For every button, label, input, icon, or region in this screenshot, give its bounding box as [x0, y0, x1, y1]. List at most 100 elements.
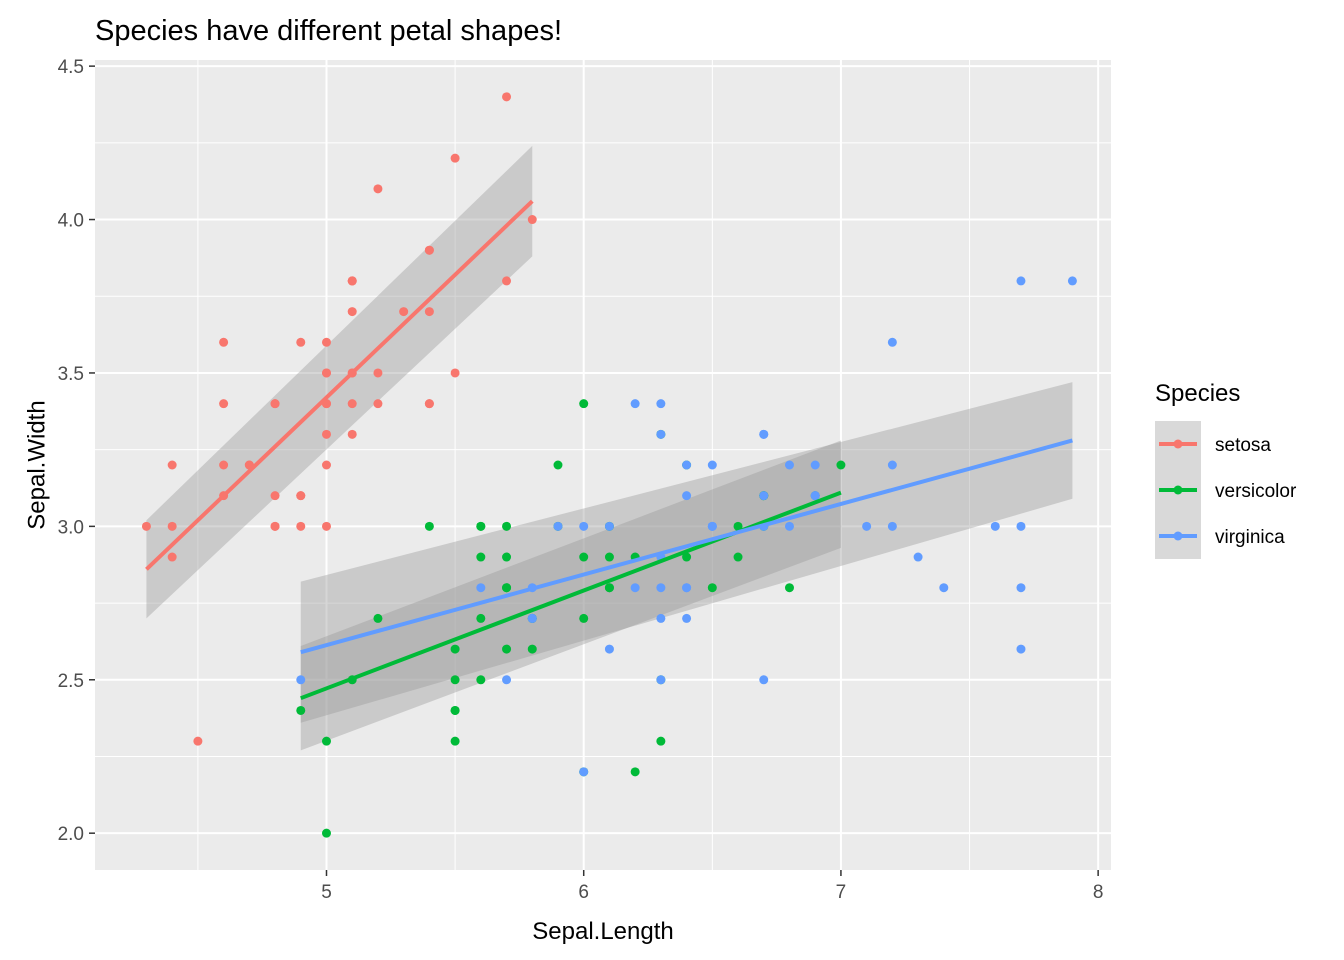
- point-setosa: [450, 153, 460, 163]
- point-virginica: [682, 583, 692, 593]
- x-tick-label: 7: [836, 882, 847, 903]
- point-versicolor: [733, 521, 743, 531]
- point-setosa: [321, 368, 331, 378]
- point-virginica: [1016, 644, 1026, 654]
- point-setosa: [219, 399, 229, 409]
- point-setosa: [347, 429, 357, 439]
- x-tick-label: 8: [1093, 882, 1104, 903]
- point-versicolor: [579, 613, 589, 623]
- plot-panel: [95, 60, 1111, 870]
- point-setosa: [296, 337, 306, 347]
- point-virginica: [656, 675, 666, 685]
- point-versicolor: [450, 705, 460, 715]
- point-versicolor: [527, 644, 537, 654]
- legend-label-virginica: virginica: [1215, 527, 1285, 548]
- point-virginica: [604, 644, 614, 654]
- point-virginica: [784, 460, 794, 470]
- point-setosa: [347, 276, 357, 286]
- point-versicolor: [733, 552, 743, 562]
- point-virginica: [502, 675, 512, 685]
- point-versicolor: [450, 675, 460, 685]
- point-virginica: [1016, 276, 1026, 286]
- point-virginica: [656, 399, 666, 409]
- y-tick-label: 2.5: [58, 671, 84, 692]
- legend-label-versicolor: versicolor: [1215, 481, 1297, 502]
- point-setosa: [167, 552, 177, 562]
- point-virginica: [810, 460, 820, 470]
- point-setosa: [502, 276, 512, 286]
- point-setosa: [167, 460, 177, 470]
- point-setosa: [347, 307, 357, 317]
- point-setosa: [219, 337, 229, 347]
- point-virginica: [553, 521, 563, 531]
- point-setosa: [219, 460, 229, 470]
- point-virginica: [1016, 583, 1026, 593]
- fit-line-virginica: [300, 438, 1073, 655]
- point-virginica: [296, 675, 306, 685]
- point-setosa: [373, 399, 383, 409]
- point-virginica: [707, 460, 717, 470]
- point-virginica: [862, 521, 872, 531]
- legend-title: Species: [1155, 380, 1240, 407]
- point-versicolor: [450, 736, 460, 746]
- legend-point-virginica: [1173, 531, 1183, 541]
- legend: Species setosa versicolor virginica: [1155, 380, 1297, 559]
- point-setosa: [321, 337, 331, 347]
- point-virginica: [759, 491, 769, 501]
- point-versicolor: [836, 460, 846, 470]
- point-versicolor: [502, 644, 512, 654]
- point-setosa: [347, 399, 357, 409]
- point-virginica: [604, 521, 614, 531]
- point-versicolor: [296, 705, 306, 715]
- point-versicolor: [502, 552, 512, 562]
- point-versicolor: [321, 828, 331, 838]
- x-tick-label: 6: [578, 882, 589, 903]
- point-setosa: [527, 215, 537, 225]
- point-versicolor: [424, 521, 434, 531]
- point-virginica: [939, 583, 949, 593]
- point-virginica: [913, 552, 923, 562]
- point-versicolor: [321, 736, 331, 746]
- point-setosa: [296, 521, 306, 531]
- point-virginica: [810, 491, 820, 501]
- legend-point-versicolor: [1173, 485, 1183, 495]
- point-versicolor: [476, 675, 486, 685]
- point-versicolor: [604, 583, 614, 593]
- point-setosa: [270, 521, 280, 531]
- point-versicolor: [630, 767, 640, 777]
- point-virginica: [682, 460, 692, 470]
- point-virginica: [887, 337, 897, 347]
- point-setosa: [270, 491, 280, 501]
- point-versicolor: [707, 583, 717, 593]
- point-versicolor: [476, 613, 486, 623]
- point-virginica: [682, 613, 692, 623]
- point-virginica: [759, 429, 769, 439]
- point-versicolor: [604, 552, 614, 562]
- point-virginica: [1016, 521, 1026, 531]
- point-versicolor: [450, 644, 460, 654]
- point-setosa: [296, 491, 306, 501]
- point-versicolor: [784, 583, 794, 593]
- point-virginica: [707, 521, 717, 531]
- point-versicolor: [502, 521, 512, 531]
- point-setosa: [424, 399, 434, 409]
- point-virginica: [476, 583, 486, 593]
- point-versicolor: [502, 583, 512, 593]
- point-virginica: [630, 399, 640, 409]
- point-virginica: [630, 583, 640, 593]
- point-versicolor: [476, 552, 486, 562]
- y-axis-title: Sepal.Width: [23, 400, 50, 529]
- point-virginica: [579, 521, 589, 531]
- x-tick-label: 5: [321, 882, 332, 903]
- point-virginica: [527, 613, 537, 623]
- point-setosa: [141, 521, 151, 531]
- y-tick-label: 3.5: [58, 364, 84, 385]
- point-setosa: [321, 460, 331, 470]
- y-tick-label: 2.0: [58, 824, 84, 845]
- point-setosa: [450, 368, 460, 378]
- point-versicolor: [373, 613, 383, 623]
- point-setosa: [373, 184, 383, 194]
- point-virginica: [887, 460, 897, 470]
- y-tick-label: 4.0: [58, 211, 84, 232]
- ribbon-setosa: [146, 145, 533, 619]
